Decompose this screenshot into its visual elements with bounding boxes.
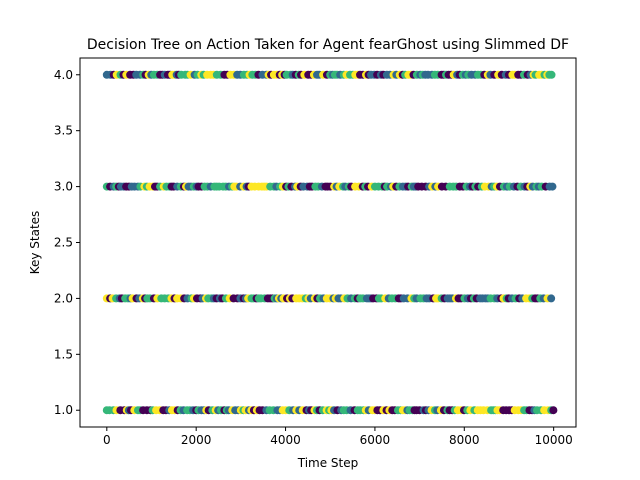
x-axis-ticks: 0 2000 4000 6000 8000 10000 [103,427,573,447]
y-tick-label: 1.0 [54,403,73,417]
x-tick-label: 10000 [535,433,573,447]
y-tick-label: 2.5 [54,236,73,250]
scatter-point [548,182,557,191]
y-tick-label: 1.5 [54,347,73,361]
y-axis-label: Key States [28,211,42,275]
scatter-point [547,70,556,79]
x-tick-label: 6000 [360,433,391,447]
x-tick-label: 4000 [270,433,301,447]
plot-area-frame [79,57,577,428]
y-tick-label: 3.5 [54,124,73,138]
y-tick-label: 4.0 [54,68,73,82]
x-tick-label: 8000 [449,433,480,447]
chart-title: Decision Tree on Action Taken for Agent … [87,37,569,53]
scatter-points [102,70,558,415]
x-axis-label: Time Step [297,456,359,470]
y-tick-label: 2.0 [54,291,73,305]
y-axis-ticks: 1.0 1.5 2.0 2.5 3.0 3.5 4.0 [54,68,80,417]
y-tick-label: 3.0 [54,180,73,194]
x-tick-label: 2000 [181,433,212,447]
x-tick-label: 0 [103,433,111,447]
scatter-point [549,406,558,415]
scatter-point [547,294,556,303]
